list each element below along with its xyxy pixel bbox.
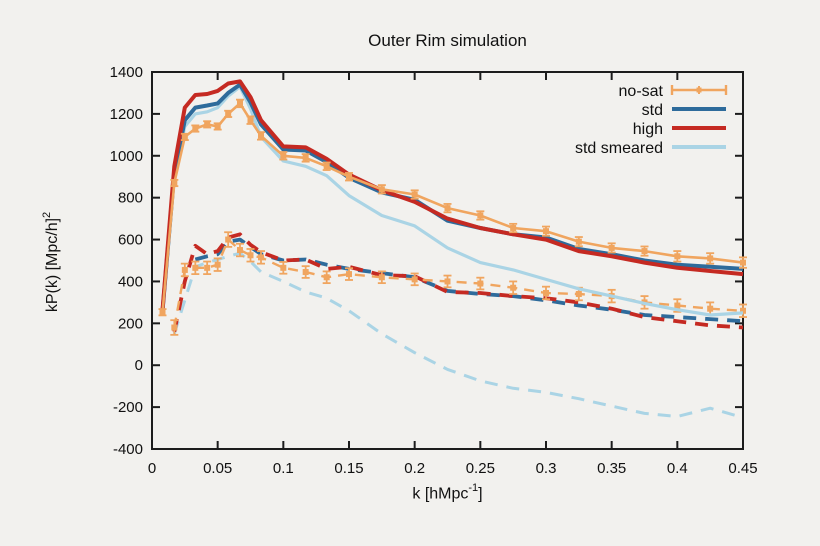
data-point-marker bbox=[608, 244, 615, 251]
data-point-marker bbox=[346, 173, 352, 180]
data-point-marker bbox=[171, 324, 178, 331]
x-tick-label: 0.05 bbox=[203, 460, 232, 477]
data-point-marker bbox=[192, 125, 199, 132]
x-axis-label-exponent: -1 bbox=[468, 482, 479, 494]
data-point-marker bbox=[378, 274, 385, 281]
data-point-marker bbox=[181, 266, 188, 273]
series-std-smeared-dashed bbox=[172, 251, 744, 420]
legend-label: no-sat bbox=[619, 83, 664, 100]
data-point-marker bbox=[302, 154, 309, 161]
legend-label: std bbox=[642, 102, 663, 119]
data-point-marker bbox=[674, 253, 681, 260]
legend-item-std-smeared: std smeared bbox=[575, 140, 726, 157]
data-point-marker bbox=[225, 110, 232, 117]
data-point-marker bbox=[543, 289, 549, 296]
data-point-marker bbox=[204, 121, 211, 128]
data-point-marker bbox=[280, 264, 287, 271]
data-point-marker bbox=[236, 247, 243, 254]
data-point-marker bbox=[477, 212, 484, 219]
data-point-marker bbox=[214, 123, 221, 130]
x-tick-label: 0.3 bbox=[536, 460, 557, 477]
y-tick-label: 600 bbox=[118, 232, 143, 249]
series-no-sat bbox=[158, 98, 747, 317]
data-point-marker bbox=[411, 276, 418, 283]
data-point-marker bbox=[641, 248, 648, 255]
data-point-marker bbox=[740, 307, 746, 314]
legend-item-high: high bbox=[633, 121, 726, 138]
data-point-marker bbox=[510, 284, 517, 291]
data-point-marker bbox=[378, 186, 385, 193]
chart-title: Outer Rim simulation bbox=[368, 31, 527, 50]
data-point-marker bbox=[225, 236, 232, 243]
x-tick-label: 0 bbox=[148, 460, 156, 477]
data-point-marker bbox=[707, 255, 714, 262]
x-axis-label: k [hMpc-1] bbox=[152, 482, 743, 503]
data-point-marker bbox=[258, 254, 265, 261]
data-point-marker bbox=[204, 264, 211, 271]
x-tick-label: 0.25 bbox=[466, 460, 495, 477]
data-point-marker bbox=[247, 117, 254, 124]
legend-label: high bbox=[633, 121, 663, 138]
x-tick-label: 0.1 bbox=[273, 460, 294, 477]
data-point-marker bbox=[707, 305, 714, 312]
y-tick-label: 400 bbox=[118, 273, 143, 290]
data-point-marker bbox=[323, 163, 330, 170]
data-point-marker bbox=[323, 274, 330, 281]
x-tick-label: 0.15 bbox=[334, 460, 363, 477]
series-std-smeared bbox=[160, 85, 744, 317]
x-tick-label: 0.2 bbox=[404, 460, 425, 477]
data-point-marker bbox=[247, 252, 254, 259]
legend-marker bbox=[696, 87, 702, 93]
series-std bbox=[160, 82, 744, 312]
data-point-marker bbox=[302, 269, 309, 276]
data-point-marker bbox=[444, 205, 451, 212]
data-point-marker bbox=[411, 191, 418, 198]
x-axis-label-text: k [hMpc bbox=[412, 485, 469, 503]
data-point-marker bbox=[543, 228, 549, 235]
data-point-marker bbox=[674, 302, 681, 309]
data-point-marker bbox=[192, 264, 199, 271]
data-point-marker bbox=[171, 180, 178, 187]
legend-item-std: std bbox=[642, 102, 726, 119]
data-point-marker bbox=[181, 133, 188, 140]
data-point-marker bbox=[258, 132, 265, 139]
y-tick-label: 1400 bbox=[110, 64, 143, 81]
data-point-marker bbox=[575, 291, 582, 298]
y-tick-label: 1200 bbox=[110, 106, 143, 123]
data-point-marker bbox=[346, 271, 352, 278]
y-tick-label: 1000 bbox=[110, 148, 143, 165]
x-tick-label: 0.35 bbox=[597, 460, 626, 477]
legend-item-no-sat: no-sat bbox=[619, 83, 728, 100]
data-point-marker bbox=[159, 309, 166, 316]
data-point-marker bbox=[214, 261, 221, 268]
legend-label: std smeared bbox=[575, 140, 663, 157]
y-tick-label: 200 bbox=[118, 315, 143, 332]
data-point-marker bbox=[236, 100, 243, 107]
data-point-marker bbox=[280, 152, 287, 159]
y-tick-label: -400 bbox=[113, 441, 143, 458]
y-tick-label: 0 bbox=[135, 357, 143, 374]
data-point-marker bbox=[740, 259, 746, 266]
series-high-dashed bbox=[172, 232, 744, 333]
series-high bbox=[160, 79, 744, 311]
y-tick-label: 800 bbox=[118, 190, 143, 207]
data-point-marker bbox=[510, 225, 517, 232]
y-tick-label: -200 bbox=[113, 399, 143, 416]
x-tick-label: 0.45 bbox=[728, 460, 757, 477]
x-axis-label-suffix: ] bbox=[478, 485, 483, 503]
data-point-marker bbox=[575, 238, 582, 245]
data-point-marker bbox=[444, 278, 451, 285]
legend: no-sat std high std smeared bbox=[575, 83, 728, 157]
data-point-marker bbox=[477, 280, 484, 287]
x-tick-label: 0.4 bbox=[667, 460, 688, 477]
